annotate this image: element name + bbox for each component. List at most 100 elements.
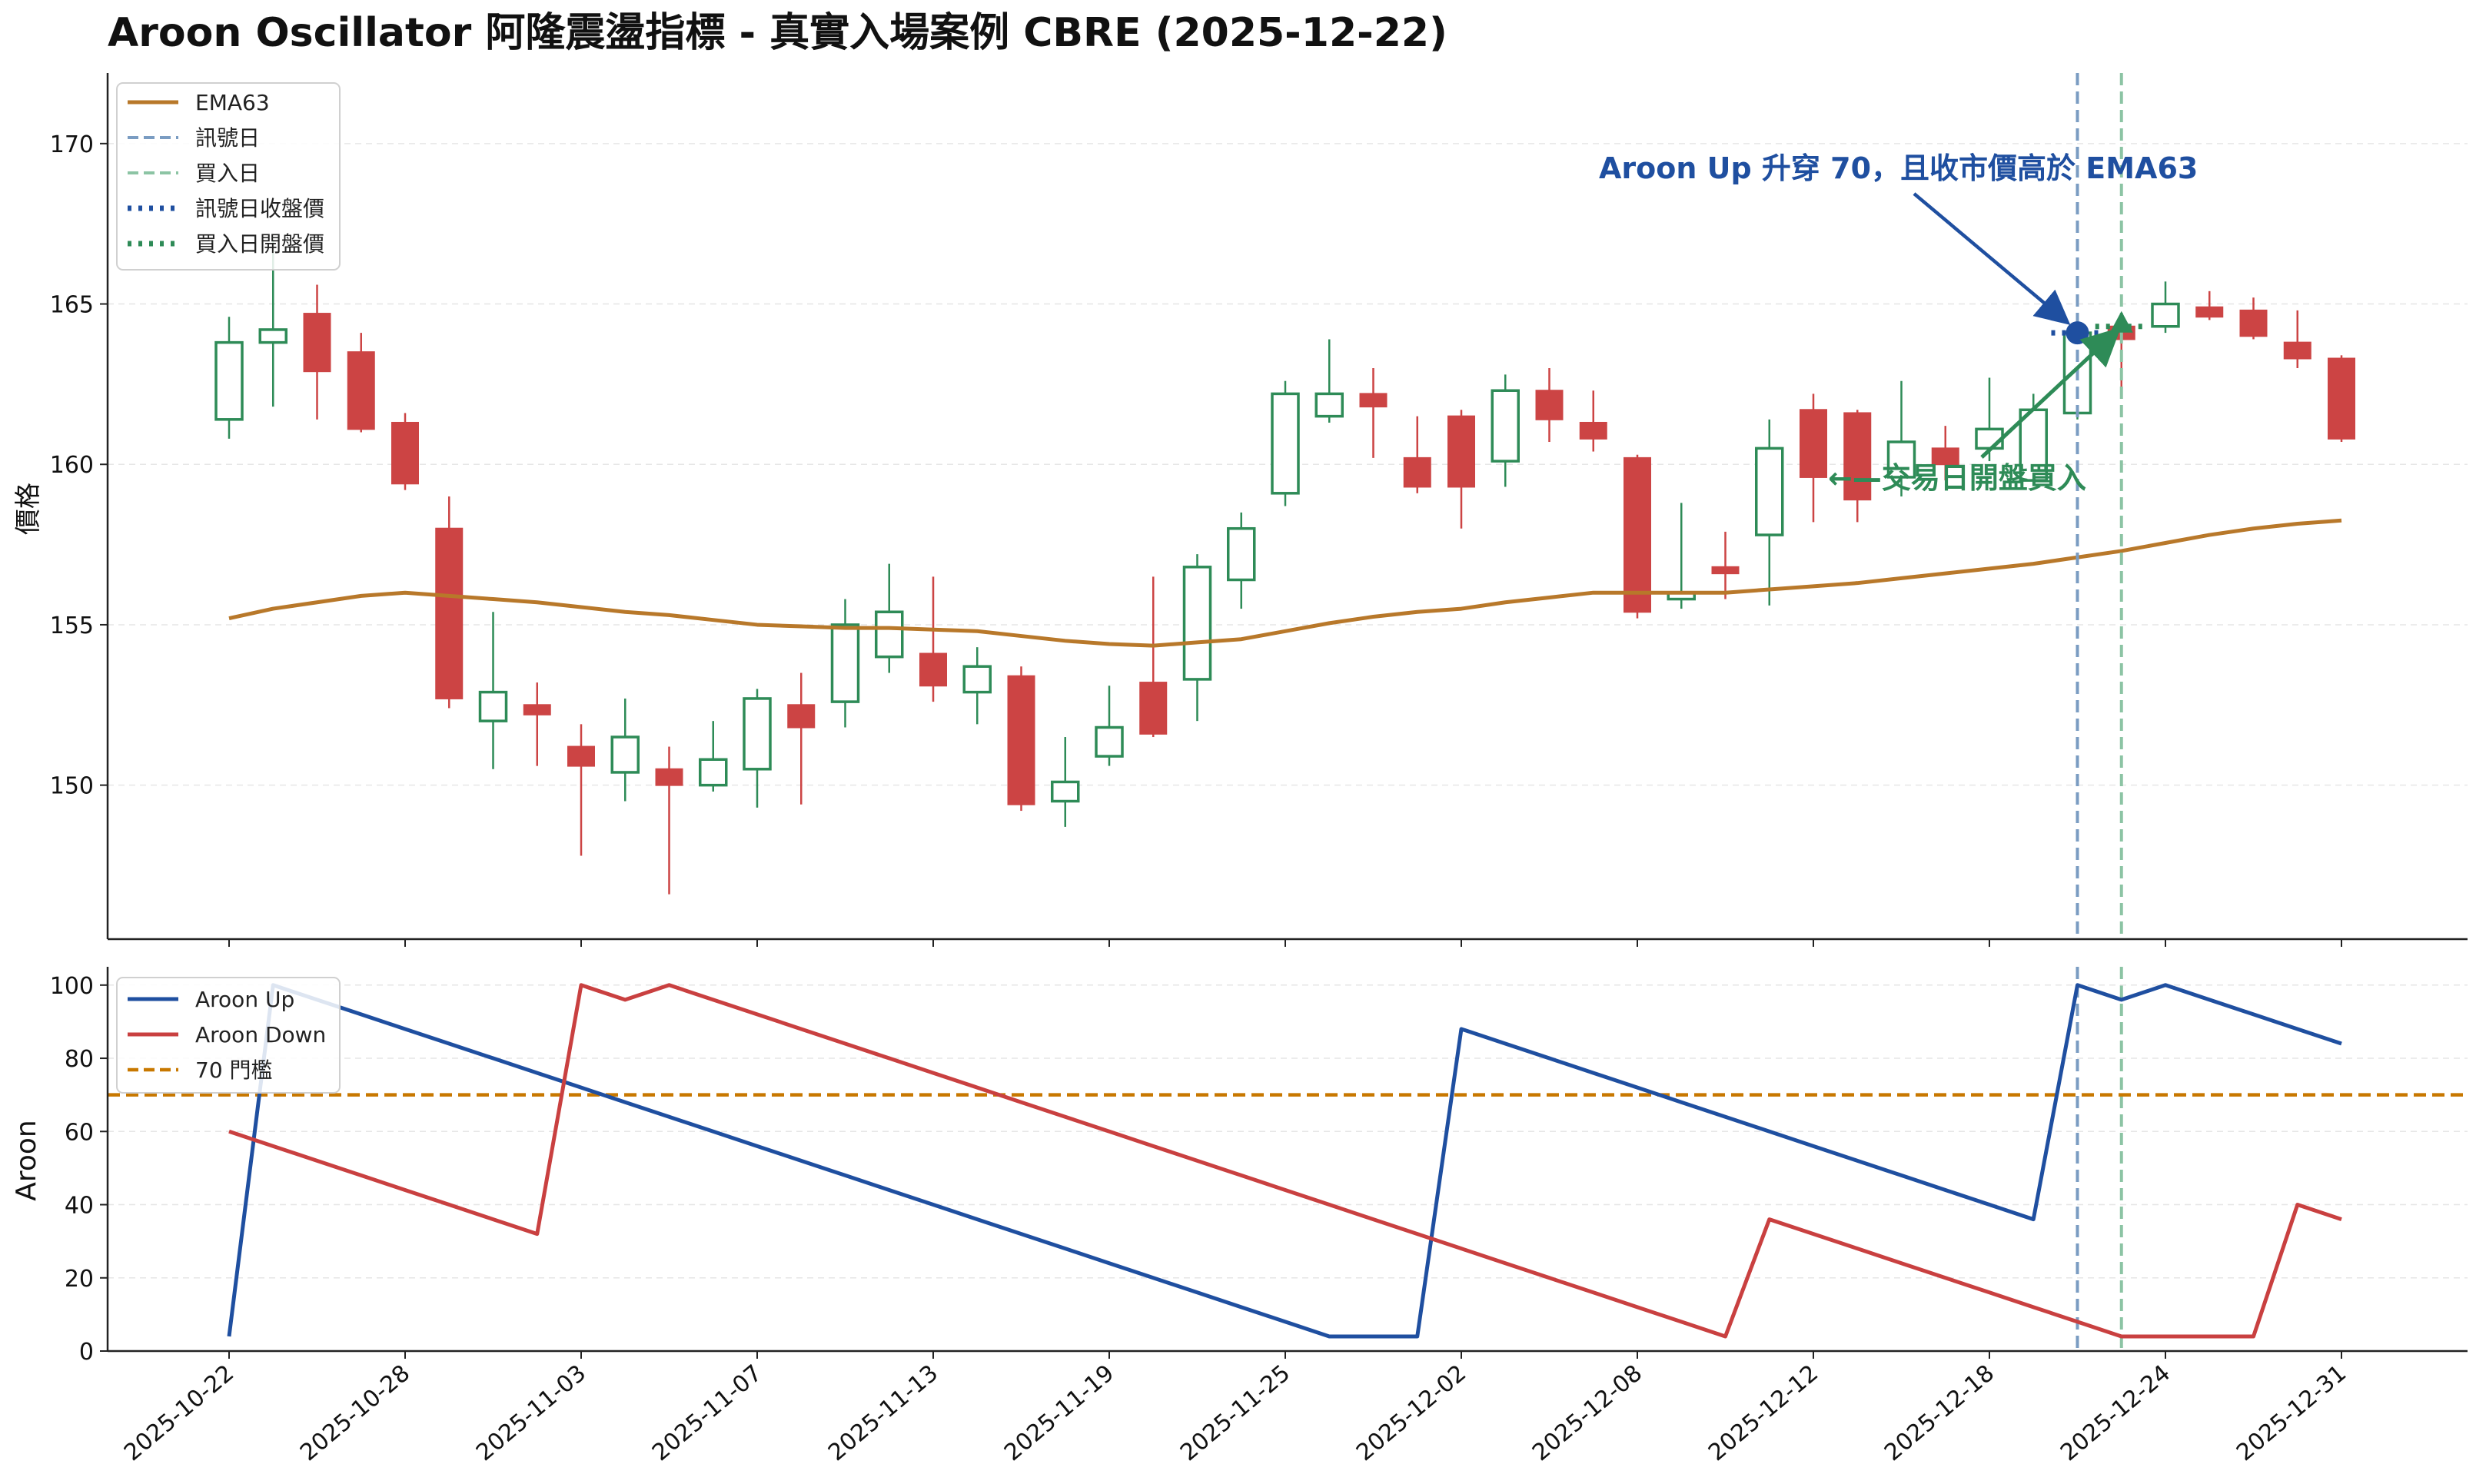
candle-body-up: [258, 328, 287, 344]
date-xtick-label: 2025-12-12: [1703, 1360, 1823, 1466]
buy-annotation-text: ←—交易日開盤買入: [1828, 461, 2086, 495]
date-xtick-label: 2025-12-24: [2056, 1360, 2175, 1466]
date-xtick-label: 2025-10-22: [119, 1360, 239, 1466]
candle-body-down: [1447, 415, 1475, 488]
aroon-ytick-label: 0: [79, 1339, 94, 1366]
price-legend-label: 訊號日: [195, 125, 260, 151]
aroon-legend-frame: [116, 977, 341, 1094]
candle-body-down: [1535, 390, 1564, 420]
price-ytick-label: 155: [50, 613, 94, 639]
candle-body-up: [1755, 447, 1784, 536]
date-xtick-label: 2025-11-13: [823, 1360, 943, 1466]
candle: [2151, 281, 2180, 334]
candle: [655, 746, 683, 895]
candle-body-down: [1800, 409, 1827, 478]
candle-body-up: [1095, 725, 1124, 758]
candle: [699, 721, 728, 792]
candle-body-up: [1182, 566, 1212, 681]
candle: [567, 724, 595, 856]
candle: [1403, 416, 1431, 493]
candle: [743, 689, 772, 808]
aroon-ytick-label: 40: [65, 1193, 94, 1220]
date-xtick-label: 2025-12-31: [2232, 1360, 2351, 1466]
aroon-legend-label: 70 門檻: [195, 1057, 273, 1083]
candle-body-down: [2195, 306, 2224, 318]
candle-body-down: [347, 351, 375, 430]
signal-annotation-arrow: [1913, 192, 2071, 325]
candle-body-up: [2151, 302, 2180, 328]
price-legend-label: 買入日開盤價: [195, 231, 324, 257]
candle-body-up: [699, 758, 728, 787]
candle: [1095, 686, 1124, 766]
price-ytick-label: 165: [50, 292, 94, 319]
candle-body-down: [1403, 456, 1431, 488]
candle: [1755, 419, 1784, 606]
signal-close-marker: [2066, 321, 2089, 345]
aroon-legend-label: Aroon Up: [195, 987, 294, 1012]
price-legend-frame: [116, 82, 341, 271]
candle-body-down: [435, 527, 464, 699]
candle: [523, 682, 551, 766]
candle-body-down: [523, 704, 551, 715]
candle: [1271, 380, 1300, 506]
candle: [1886, 380, 1916, 496]
candle-body-down: [303, 313, 331, 373]
candle-body-up: [214, 340, 244, 421]
candle-body-up: [1975, 427, 2004, 450]
candle: [919, 576, 947, 702]
candle: [1711, 531, 1740, 599]
date-xtick-label: 2025-10-28: [295, 1360, 415, 1466]
candle: [1359, 368, 1388, 458]
candle-body-up: [1491, 389, 1520, 463]
candle-body-down: [2239, 309, 2268, 337]
price-ytick-label: 170: [50, 131, 94, 158]
candle: [1800, 393, 1827, 523]
date-xtick-label: 2025-12-18: [1879, 1360, 1999, 1466]
candle: [610, 698, 640, 802]
buy-open-marker: [2109, 310, 2133, 333]
candle-body-down: [1843, 412, 1872, 501]
candle: [962, 647, 992, 725]
candle-body-down: [2283, 341, 2311, 360]
candle: [2239, 297, 2268, 340]
candle: [1843, 410, 1872, 523]
candle-body-down: [391, 421, 419, 485]
candle-body-down: [2328, 357, 2355, 440]
signal-annotation-text: Aroon Up 升穿 70，且收市價高於 EMA63: [1599, 151, 2198, 185]
chart-title: Aroon Oscillator 阿隆震盪指標 - 真實入場案例 CBRE (2…: [108, 10, 1447, 56]
price-ytick-label: 150: [50, 773, 94, 800]
aroon-ytick-label: 60: [65, 1119, 94, 1146]
candle-body-up: [1227, 526, 1256, 582]
candle-body-up: [743, 697, 772, 771]
candle: [2328, 355, 2355, 443]
candle-body-down: [1359, 393, 1388, 408]
buy-annotation-arrow: [1980, 327, 2122, 459]
candle-body-up: [962, 665, 992, 694]
price-legend-label: 訊號日收盤價: [195, 196, 324, 221]
candle-body-down: [1007, 675, 1035, 805]
price-legend-label: 買入日: [195, 161, 260, 186]
candle-body-down: [1711, 566, 1740, 575]
aroon-down-line: [228, 983, 2342, 1339]
candle-body-down: [1624, 456, 1651, 613]
candle-body-down: [1139, 682, 1168, 735]
candle-body-up: [610, 735, 640, 774]
candle-body-up: [875, 610, 904, 659]
candle-body-down: [1931, 447, 1959, 466]
candle: [2283, 310, 2311, 369]
price-panel: 150 155 160 165 170 價格 Aroon Up 升穿 70，且收市價高於 E…: [13, 73, 2468, 1351]
aroon-up-line: [227, 983, 2342, 1339]
date-xtick-label: 2025-11-03: [471, 1360, 591, 1466]
candle-body-up: [1886, 440, 1916, 479]
candle: [2019, 393, 2048, 482]
candle: [1139, 576, 1168, 738]
candle: [391, 413, 419, 490]
candle: [1182, 554, 1212, 722]
price-ylabel: 價格: [13, 483, 44, 535]
candle-body-down: [1579, 421, 1607, 440]
candle-body-up: [1271, 392, 1300, 495]
candle-body-down: [919, 652, 947, 687]
date-xtick-label: 2025-11-19: [999, 1360, 1119, 1466]
